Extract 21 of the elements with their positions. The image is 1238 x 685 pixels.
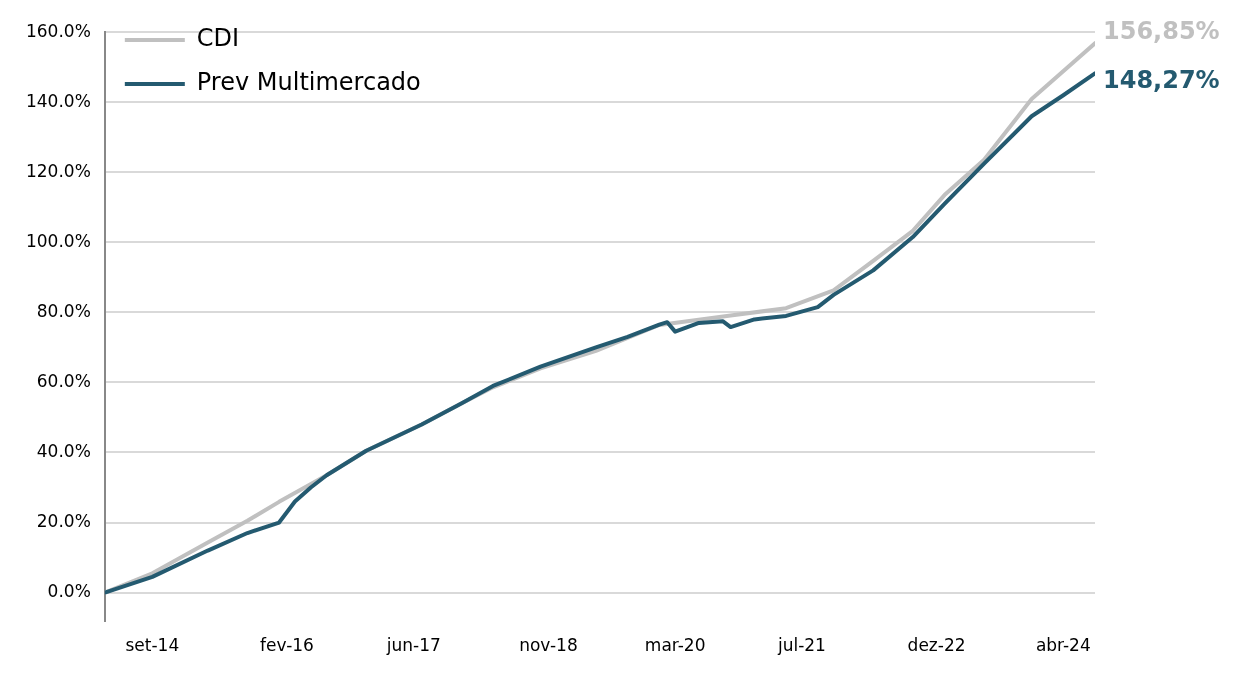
- legend-label: Prev Multimercado: [196, 68, 421, 97]
- x-tick-label: nov-18: [519, 635, 578, 656]
- x-tick-label: jun-17: [385, 635, 441, 656]
- y-tick-label: 0.0%: [47, 581, 91, 601]
- x-tick-label: set-14: [125, 635, 180, 656]
- y-tick-label: 160.0%: [25, 20, 91, 41]
- x-tick-label: dez-22: [907, 635, 966, 656]
- x-tick-label: fev-16: [260, 635, 314, 656]
- x-tick-label: mar-20: [644, 635, 706, 656]
- y-tick-label: 140.0%: [25, 90, 91, 111]
- x-tick-label: jul-21: [776, 635, 826, 656]
- y-tick-label: 60.0%: [36, 370, 91, 391]
- x-tick-label: abr-24: [1035, 635, 1091, 656]
- y-tick-label: 100.0%: [25, 230, 91, 251]
- legend-label: CDI: [196, 24, 240, 53]
- y-tick-label: 40.0%: [36, 440, 91, 461]
- y-tick-label: 120.0%: [25, 160, 91, 181]
- y-tick-label: 20.0%: [36, 510, 91, 531]
- y-tick-label: 80.0%: [36, 300, 91, 321]
- annotation: 148,27%: [1103, 65, 1220, 94]
- annotation: 156,85%: [1103, 17, 1220, 46]
